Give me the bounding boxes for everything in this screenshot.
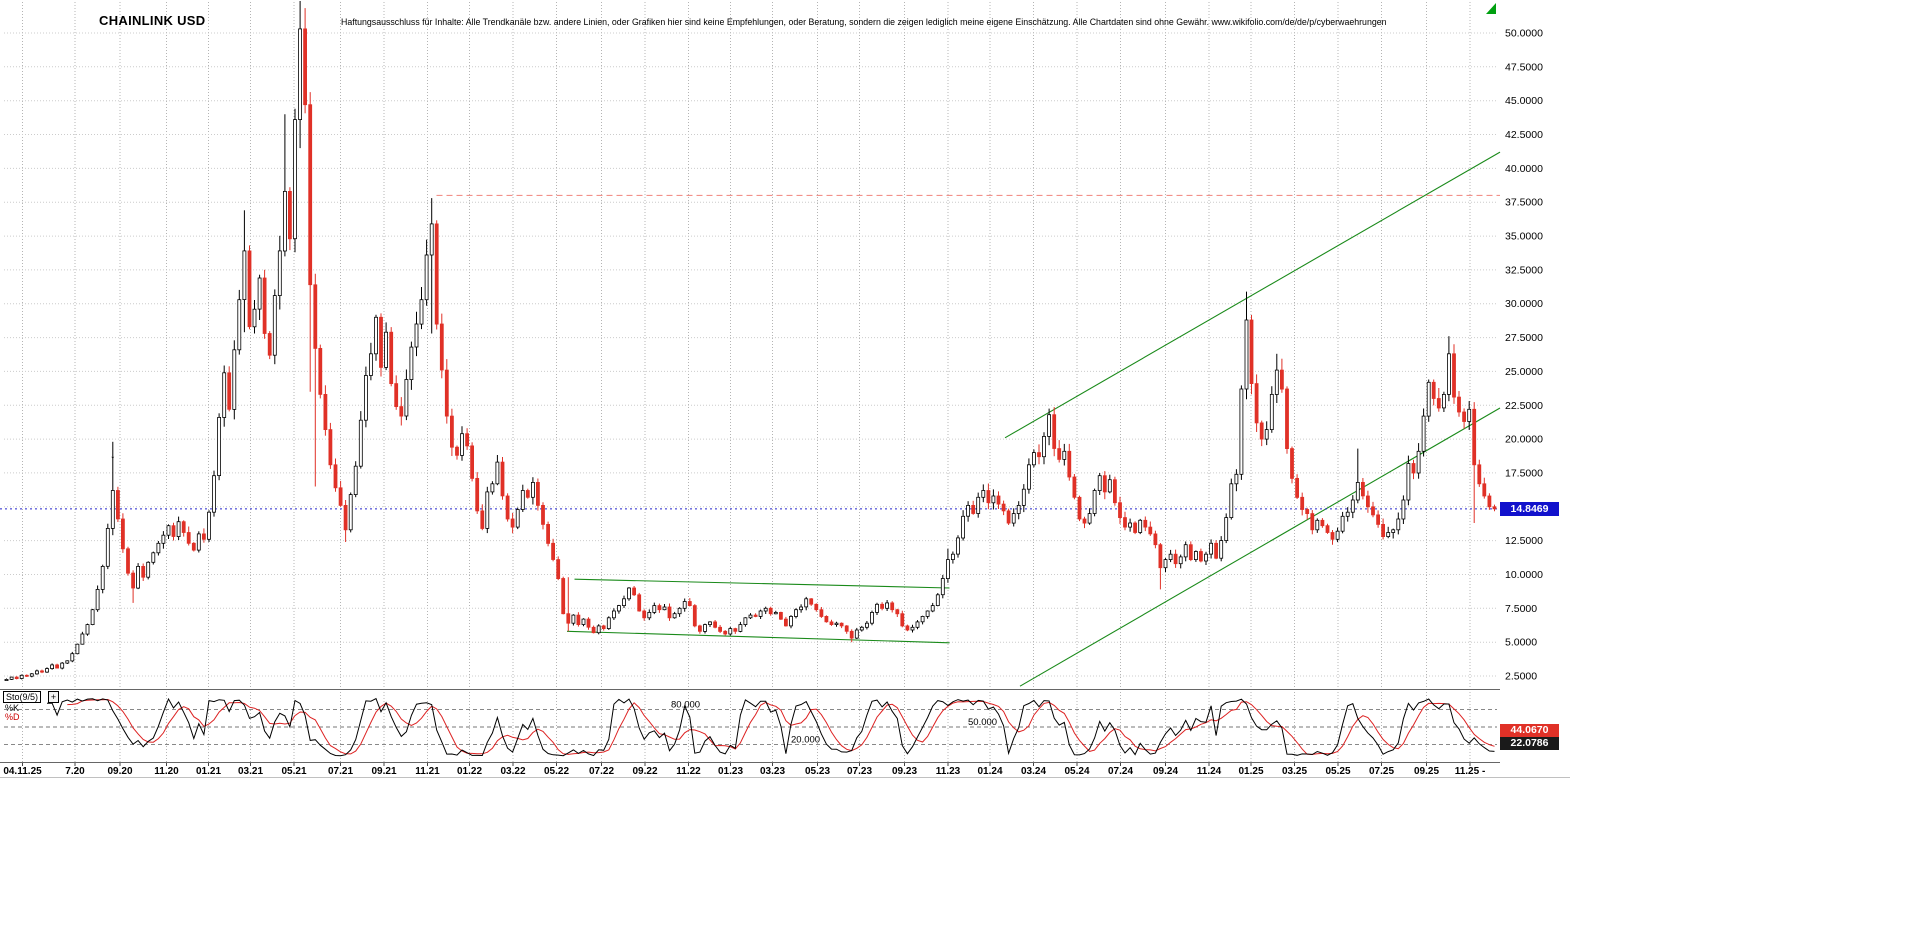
stoch-level-label: 80.000 [671,700,700,711]
x-axis-label: 11.24 [1197,766,1222,777]
ascending-channel-lower [1019,407,1501,687]
sideways-channel-upper [574,578,950,589]
y-axis-label: 35.0000 [1505,231,1543,243]
x-axis-label: 07.24 [1108,766,1133,777]
indicator-name-label: Sto(9/5) [3,691,42,703]
x-axis-label: 07.21 [328,766,353,777]
y-axis-label: 22.5000 [1505,400,1543,412]
sideways-channel-lower [566,630,950,644]
x-axis-label: 11.22 [676,766,701,777]
stoch-k-label: %K [5,703,20,713]
stochastic-panel: 80.000 50.000 20.000 [0,689,1570,778]
x-axis-label: 03.25 [1282,766,1307,777]
x-axis-label: 05.25 [1325,766,1350,777]
x-axis-label: 11.23 [936,766,961,777]
y-axis-label: 50.0000 [1505,28,1543,40]
y-axis-label: 5.0000 [1505,637,1537,649]
x-axis-label: 01.25 [1238,766,1263,777]
x-axis-label: 03.24 [1021,766,1046,777]
y-axis-label: 30.0000 [1505,298,1543,310]
y-axis-label: 25.0000 [1505,366,1543,378]
x-axis-label: 01.22 [457,766,482,777]
x-axis-label: 07.25 [1369,766,1394,777]
y-axis-label: 20.0000 [1505,434,1543,446]
x-axis-label: 05.22 [544,766,569,777]
x-axis-label: 09.22 [632,766,657,777]
stoch-d-value-label: 44.0670 [1500,724,1559,737]
x-axis-label: 09.24 [1153,766,1178,777]
x-axis-label: 09.25 [1414,766,1439,777]
x-axis-label: 01.21 [196,766,221,777]
gridlines [4,2,1497,766]
stoch-d-label: %D [5,712,20,722]
disclaimer-text: Haftungsausschluss für Inhalte: Alle Tre… [341,17,1387,27]
x-axis-label: 05.23 [805,766,830,777]
x-axis-label: 05.21 [281,766,306,777]
y-axis-label: 10.0000 [1505,569,1543,581]
x-axis-label: 09.20 [107,766,132,777]
x-axis-label: 11.21 [415,766,440,777]
x-axis-label: 07.23 [847,766,872,777]
stoch-k-value-label: 22.0786 [1500,737,1559,750]
last-price-label: 14.8469 [1500,502,1559,516]
x-axis-label: 07.22 [589,766,614,777]
stoch-level-label: 20.000 [791,734,820,745]
candlestick-series [4,1,1497,682]
indicator-add-icon[interactable]: + [48,691,59,703]
stoch-d-line [67,698,1495,755]
y-axis-label: 40.0000 [1505,163,1543,175]
x-axis-label: 09.21 [371,766,396,777]
x-axis-label: 03.23 [760,766,785,777]
x-axis-label: 04.11.25 [3,766,42,777]
y-axis-label: 2.5000 [1505,671,1537,683]
y-axis-label: 37.5000 [1505,197,1543,209]
x-axis-label: 11.25 - [1455,766,1486,777]
x-axis-label: 11.20 [154,766,179,777]
stoch-level-label: 50.000 [968,717,997,728]
trend-lines: ↓ [0,3,1501,687]
stoch-k-line [46,697,1495,757]
y-axis-label: 27.5000 [1505,332,1543,344]
y-axis-label: 32.5000 [1505,264,1543,276]
x-axis-label: 01.24 [977,766,1002,777]
x-axis-label: 03.22 [500,766,525,777]
trend-arrow-marker [1486,3,1496,14]
y-axis-label: 42.5000 [1505,129,1543,141]
x-axis-label: 09.23 [892,766,917,777]
y-axis-label: 17.5000 [1505,467,1543,479]
x-axis-label: 7.20 [65,766,85,777]
ascending-channel-upper [1004,151,1501,439]
x-axis-label: 01.23 [718,766,743,777]
y-axis-label: 47.5000 [1505,61,1543,73]
y-axis-label: 45.0000 [1505,95,1543,107]
x-axis-label: 03.21 [238,766,263,777]
chart-symbol-title: CHAINLINK USD [99,13,206,28]
y-axis-label: 7.5000 [1505,603,1537,615]
x-axis-label: 05.24 [1064,766,1089,777]
y-axis-label: 12.5000 [1505,535,1543,547]
